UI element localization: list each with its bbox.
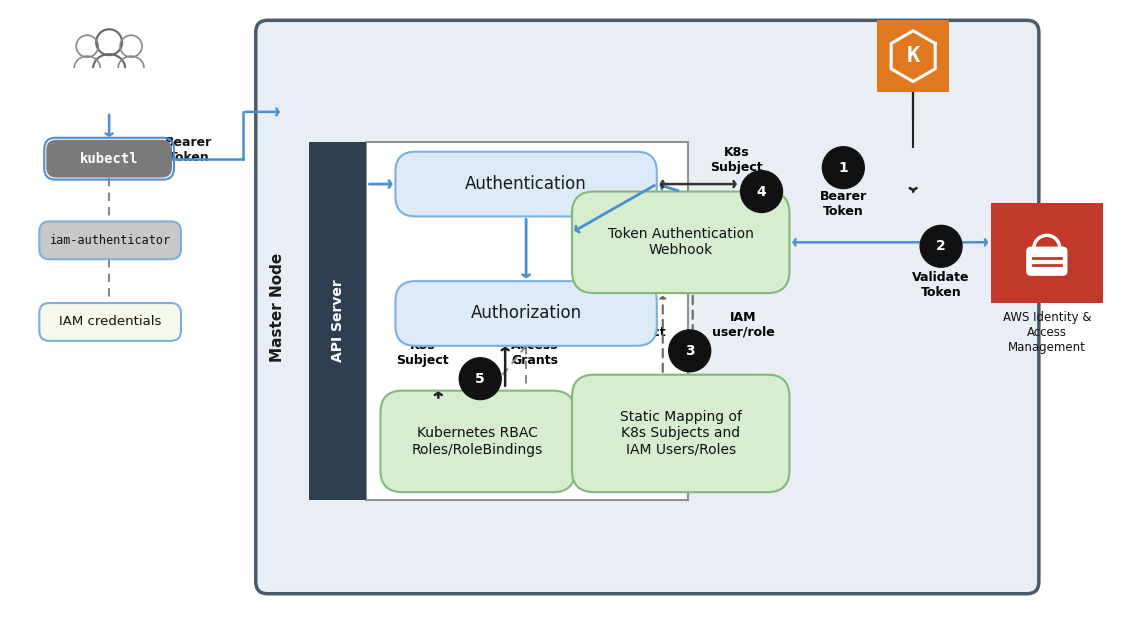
- FancyBboxPatch shape: [47, 140, 172, 178]
- Circle shape: [669, 330, 711, 372]
- Text: Bearer
Token: Bearer Token: [820, 189, 867, 217]
- Text: Static Mapping of
K8s Subjects and
IAM Users/Roles: Static Mapping of K8s Subjects and IAM U…: [620, 410, 741, 456]
- Text: Master Node: Master Node: [270, 252, 285, 361]
- Text: Access
Grants: Access Grants: [511, 339, 559, 367]
- Text: kubectl: kubectl: [80, 152, 139, 166]
- FancyBboxPatch shape: [40, 222, 181, 259]
- Text: K8s
Subject: K8s Subject: [396, 339, 449, 367]
- Circle shape: [459, 358, 501, 399]
- Text: 5: 5: [475, 372, 485, 386]
- FancyBboxPatch shape: [572, 191, 789, 293]
- FancyBboxPatch shape: [395, 281, 657, 346]
- Bar: [877, 20, 949, 92]
- FancyBboxPatch shape: [572, 374, 789, 492]
- Circle shape: [740, 171, 782, 212]
- Text: K8s
Subject: K8s Subject: [711, 146, 763, 174]
- Text: Bearer
Token: Bearer Token: [165, 136, 213, 164]
- Text: Kubernetes RBAC
Roles/RoleBindings: Kubernetes RBAC Roles/RoleBindings: [412, 426, 543, 456]
- Text: 2: 2: [936, 239, 947, 253]
- FancyBboxPatch shape: [256, 20, 1039, 594]
- Text: API Server: API Server: [330, 279, 345, 362]
- Text: Authentication: Authentication: [465, 175, 587, 193]
- Text: IAM credentials: IAM credentials: [59, 315, 162, 329]
- Text: Authorization: Authorization: [470, 304, 582, 322]
- FancyBboxPatch shape: [380, 391, 575, 492]
- Text: Validate
Token: Validate Token: [912, 271, 969, 299]
- FancyBboxPatch shape: [40, 303, 181, 341]
- Bar: [367, 142, 688, 500]
- Text: 4: 4: [756, 184, 767, 199]
- FancyBboxPatch shape: [1027, 247, 1067, 275]
- Circle shape: [822, 147, 865, 189]
- Circle shape: [920, 225, 962, 267]
- Text: 3: 3: [685, 344, 695, 358]
- Bar: [991, 204, 1103, 303]
- Text: K: K: [907, 46, 920, 66]
- Bar: [309, 142, 367, 500]
- Text: 1: 1: [838, 161, 849, 175]
- FancyBboxPatch shape: [395, 152, 657, 217]
- Text: iam-authenticator: iam-authenticator: [50, 234, 171, 247]
- Text: AWS Identity &
Access
Management: AWS Identity & Access Management: [1002, 311, 1091, 354]
- Text: K8s
Subject: K8s Subject: [614, 311, 666, 339]
- Text: Token Authentication
Webhook: Token Authentication Webhook: [608, 227, 754, 258]
- Text: IAM
user/role: IAM user/role: [712, 311, 775, 339]
